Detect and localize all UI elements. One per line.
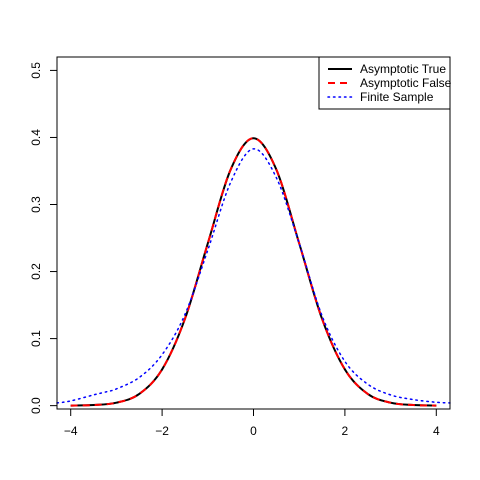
legend-label-2: Asymptotic False bbox=[360, 76, 452, 90]
y-tick-label: 0.0 bbox=[29, 397, 43, 414]
y-axis: 0.0 0.1 0.2 0.3 0.4 0.5 bbox=[29, 62, 58, 414]
x-tick-label: 4 bbox=[433, 424, 440, 438]
series-layer bbox=[56, 137, 451, 407]
series-line-3 bbox=[56, 148, 451, 404]
y-tick-label: 0.3 bbox=[29, 196, 43, 213]
legend-label-1: Asymptotic True bbox=[360, 62, 446, 76]
y-tick-label: 0.5 bbox=[29, 62, 43, 79]
y-tick-label: 0.1 bbox=[29, 330, 43, 347]
y-tick-label: 0.2 bbox=[29, 263, 43, 280]
x-axis: −4 −2 0 2 4 bbox=[64, 408, 440, 438]
x-tick-label: 0 bbox=[250, 424, 257, 438]
x-tick-label: −4 bbox=[64, 424, 78, 438]
x-tick-label: −2 bbox=[155, 424, 169, 438]
x-tick-label: 2 bbox=[342, 424, 349, 438]
y-tick-label: 0.4 bbox=[29, 129, 43, 146]
legend-label-3: Finite Sample bbox=[360, 90, 434, 104]
series-line-2 bbox=[70, 137, 437, 407]
